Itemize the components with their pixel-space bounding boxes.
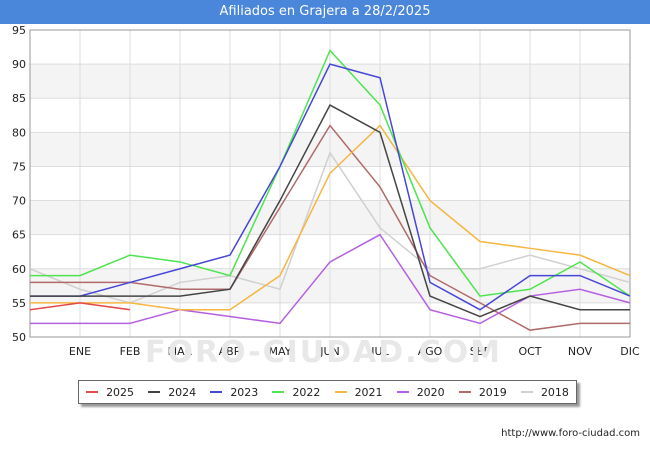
legend-swatch	[458, 391, 471, 393]
x-tick-label: NOV	[568, 345, 593, 358]
series-line-2025	[29, 302, 131, 311]
y-tick-label: 60	[12, 263, 26, 276]
y-tick-label: 50	[12, 331, 26, 344]
series-line-2021	[30, 124, 631, 311]
y-tick-label: 75	[12, 160, 26, 173]
legend-item-2023: 2023	[210, 386, 258, 399]
y-tick-label: 55	[12, 297, 26, 310]
legend-label: 2020	[416, 385, 445, 399]
legend-item-2018: 2018	[520, 385, 569, 399]
x-tick-label: DIC	[620, 345, 640, 358]
legend-item-2025: 2025	[86, 386, 134, 399]
y-tick-labels: 50 55 60 65 70 75 80 85 90 95	[12, 24, 26, 344]
legend-item-2020: 2020	[396, 385, 445, 399]
series-line-2023	[30, 63, 631, 311]
watermark: FORO-CIUDAD.COM	[145, 335, 502, 370]
legend-swatch	[272, 391, 285, 393]
legend-item-2019: 2019	[458, 385, 507, 399]
legend-item-2024: 2024	[148, 386, 196, 399]
y-tick-label: 80	[12, 126, 26, 139]
y-tick-label: 90	[12, 58, 26, 71]
legend-swatch	[334, 391, 347, 393]
y-tick-label: 85	[12, 92, 26, 105]
legend-label: 2021	[354, 385, 383, 399]
y-tick-label: 65	[12, 229, 26, 242]
legend-label: 2023	[230, 385, 259, 399]
plot-frame	[29, 29, 631, 338]
series-line-2024	[30, 104, 630, 318]
legend-swatch	[148, 391, 161, 393]
axes	[29, 29, 631, 338]
legend-swatch	[520, 391, 533, 393]
y-tick-label: 70	[12, 195, 26, 208]
legend-item-2021: 2021	[334, 385, 383, 399]
legend: 2025 2024 2023 2022 2021 2020 2019 2018	[78, 380, 577, 404]
series-line-2022	[30, 49, 631, 297]
x-tick-label: MAY	[269, 345, 292, 358]
legend-label: 2019	[478, 385, 507, 399]
chart-title: Afiliados en Grajera a 28/2/2025	[0, 0, 650, 24]
source-url[interactable]: http://www.foro-ciudad.com	[501, 428, 640, 439]
legend-swatch	[86, 391, 99, 393]
x-tick-label: AGO	[418, 345, 443, 358]
x-tick-label: OCT	[518, 345, 541, 358]
x-tick-labels: ENE FEB MAR ABR MAY JUN JUL AGO SEP OCT NOV DIC	[69, 345, 640, 358]
legend-label: 2025	[106, 385, 135, 399]
x-tick-label: JUL	[370, 345, 389, 358]
y-tick-label: 95	[12, 24, 26, 37]
x-tick-label: SEP	[470, 345, 491, 358]
legend-swatch	[210, 391, 223, 393]
legend-label: 2024	[168, 385, 197, 399]
legend-swatch	[396, 391, 409, 393]
legend-label: 2022	[292, 385, 321, 399]
legend-label: 2018	[540, 385, 569, 399]
legend-item-2022: 2022	[272, 386, 320, 399]
x-tick-label: JUN	[319, 345, 340, 358]
series-lines	[29, 49, 631, 331]
x-tick-label: ABR	[219, 345, 242, 358]
x-tick-label: FEB	[120, 345, 141, 358]
x-tick-label: MAR	[168, 345, 193, 358]
x-tick-label: ENE	[69, 345, 91, 358]
